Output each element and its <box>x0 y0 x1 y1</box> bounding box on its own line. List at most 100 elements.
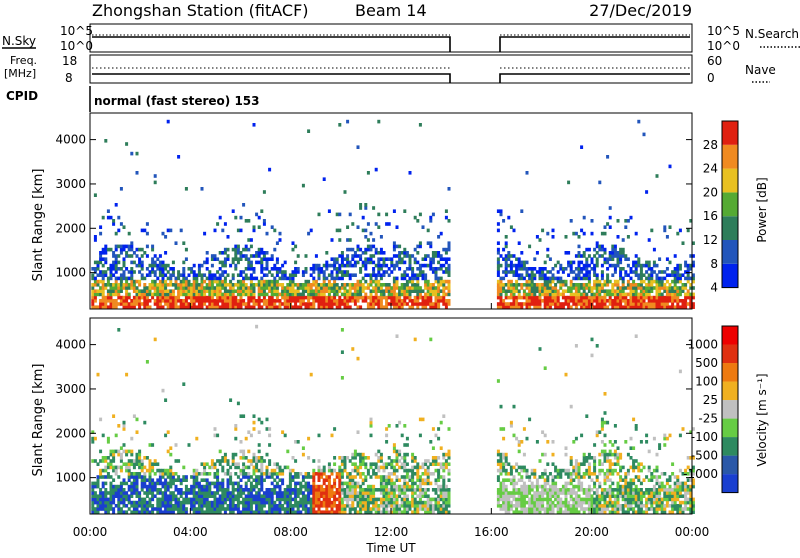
data-cell <box>419 504 422 508</box>
data-cell <box>120 267 123 271</box>
data-cell <box>682 286 685 290</box>
data-cell <box>416 273 419 277</box>
data-cell <box>515 286 518 290</box>
data-cell <box>661 286 664 290</box>
data-cell <box>604 299 607 303</box>
data-cell <box>193 475 196 479</box>
data-cell <box>502 427 505 431</box>
data-cell <box>211 504 214 508</box>
data-cell <box>271 482 274 486</box>
data-cell <box>247 238 250 242</box>
data-cell <box>349 504 352 508</box>
data-cell <box>159 488 162 492</box>
data-cell <box>94 491 97 495</box>
data-cell <box>203 289 206 293</box>
data-cell <box>206 286 209 290</box>
data-cell <box>115 491 118 495</box>
data-cell <box>149 488 152 492</box>
data-cell <box>164 494 167 498</box>
data-cell <box>500 286 503 290</box>
data-cell <box>180 510 183 514</box>
data-cell <box>263 222 266 226</box>
data-cell <box>214 491 217 495</box>
data-cell <box>606 280 609 284</box>
data-cell <box>141 459 144 463</box>
data-cell <box>414 261 417 265</box>
data-cell <box>531 498 534 502</box>
data-cell <box>91 485 94 489</box>
data-cell <box>362 472 365 476</box>
data-cell <box>299 498 302 502</box>
data-cell <box>448 510 451 514</box>
data-cell <box>167 450 170 454</box>
data-cell <box>422 225 425 229</box>
data-cell <box>523 293 526 297</box>
data-cell <box>383 507 386 511</box>
data-cell <box>505 488 508 492</box>
data-cell <box>94 280 97 284</box>
data-cell <box>624 299 627 303</box>
data-cell <box>260 209 263 213</box>
data-cell <box>136 475 139 479</box>
data-cell <box>141 261 144 265</box>
data-cell <box>99 254 102 258</box>
data-cell <box>117 286 120 290</box>
data-cell <box>234 498 237 502</box>
data-cell <box>169 469 172 473</box>
data-cell <box>151 469 154 473</box>
data-cell <box>385 264 388 268</box>
data-cell <box>359 296 362 300</box>
data-cell <box>91 510 94 514</box>
data-cell <box>362 289 365 293</box>
data-cell <box>344 293 347 297</box>
data-cell <box>104 299 107 303</box>
data-cell <box>151 443 154 447</box>
data-cell <box>180 273 183 277</box>
data-cell <box>357 289 360 293</box>
data-cell <box>104 270 107 274</box>
data-cell <box>377 469 380 473</box>
data-cell <box>333 482 336 486</box>
data-cell <box>357 145 360 149</box>
data-cell <box>414 491 417 495</box>
data-cell <box>497 280 500 284</box>
data-cell <box>567 302 570 306</box>
data-cell <box>336 510 339 514</box>
data-cell <box>674 254 677 258</box>
data-cell <box>362 507 365 511</box>
data-cell <box>572 510 575 514</box>
data-cell <box>268 462 271 466</box>
data-cell <box>367 498 370 502</box>
data-cell <box>497 257 500 261</box>
data-cell <box>156 504 159 508</box>
data-cell <box>645 305 648 309</box>
data-cell <box>146 501 149 505</box>
data-cell <box>611 293 614 297</box>
data-cell <box>544 488 547 492</box>
data-cell <box>541 491 544 495</box>
data-cell <box>570 494 573 498</box>
data-cell <box>99 289 102 293</box>
data-cell <box>513 475 516 479</box>
data-cell <box>448 450 451 454</box>
data-cell <box>208 482 211 486</box>
data-cell <box>385 286 388 290</box>
data-cell <box>411 280 414 284</box>
data-cell <box>544 296 547 300</box>
data-cell <box>234 462 237 466</box>
data-cell <box>448 248 451 252</box>
data-cell <box>240 229 243 233</box>
data-cell <box>526 485 529 489</box>
data-cell <box>572 283 575 287</box>
data-cell <box>684 305 687 309</box>
data-cell <box>167 494 170 498</box>
data-cell <box>528 507 531 511</box>
data-cell <box>182 504 185 508</box>
data-cell <box>674 277 677 281</box>
data-cell <box>307 498 310 502</box>
data-cell <box>125 277 128 281</box>
data-cell <box>117 498 120 502</box>
data-cell <box>237 507 240 511</box>
data-cell <box>375 273 378 277</box>
data-cell <box>107 440 110 444</box>
